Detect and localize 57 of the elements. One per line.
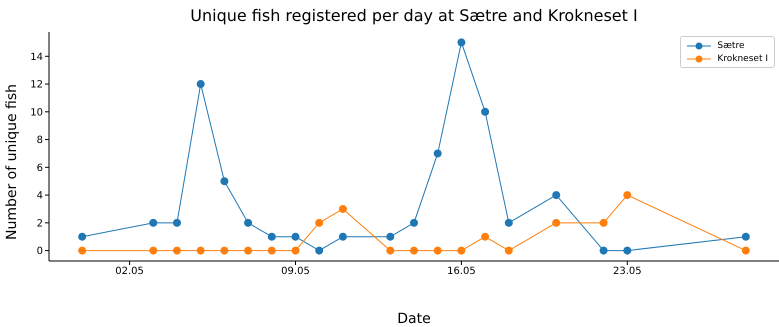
point xyxy=(78,246,86,255)
point xyxy=(410,218,418,227)
x-tick-label: 16.05 xyxy=(447,266,476,278)
y-tick-label: 2 xyxy=(36,218,43,230)
point xyxy=(268,246,276,255)
point xyxy=(78,232,86,241)
point xyxy=(434,149,442,158)
point xyxy=(504,218,513,227)
point xyxy=(434,246,442,255)
point xyxy=(742,246,750,255)
point xyxy=(552,191,560,200)
point xyxy=(172,218,181,227)
point xyxy=(315,218,324,227)
point xyxy=(742,232,750,241)
x-tick-label: 09.05 xyxy=(281,266,310,278)
y-tick-label: 4 xyxy=(36,190,43,202)
point xyxy=(457,246,466,255)
point xyxy=(244,218,252,227)
point xyxy=(291,246,300,255)
point xyxy=(600,246,608,255)
point xyxy=(386,246,394,255)
point xyxy=(481,232,490,241)
point xyxy=(457,38,466,46)
point xyxy=(196,246,205,255)
point xyxy=(196,80,205,88)
y-tick-label: 8 xyxy=(36,135,43,146)
point xyxy=(552,218,560,227)
point xyxy=(481,108,490,116)
y-tick-label: 0 xyxy=(36,246,43,258)
legend-label: Sætre xyxy=(717,40,744,50)
x-tick-label: 23.05 xyxy=(612,266,642,278)
point xyxy=(244,246,252,255)
point xyxy=(623,191,632,200)
point xyxy=(172,246,181,255)
point xyxy=(220,177,228,186)
point xyxy=(291,232,300,241)
y-axis-title: Number of unique fish xyxy=(4,84,20,240)
point xyxy=(220,246,228,255)
chart-title: Unique fish registered per day at Sætre and Krokneset I xyxy=(189,6,639,25)
point xyxy=(338,232,347,241)
point xyxy=(149,218,158,227)
x-axis-title: Date xyxy=(396,311,432,327)
point xyxy=(623,246,632,255)
y-tick-label: 12 xyxy=(30,80,43,91)
x-tick-label: 02.05 xyxy=(115,266,144,278)
point xyxy=(600,218,608,227)
point xyxy=(338,204,347,213)
point xyxy=(149,246,158,255)
point xyxy=(268,232,276,241)
point xyxy=(315,246,324,255)
legend-label: Krokneset I xyxy=(717,54,768,64)
point xyxy=(386,232,394,241)
point xyxy=(504,246,513,255)
y-tick-label: 6 xyxy=(36,162,43,174)
point xyxy=(410,246,418,255)
y-tick-label: 14 xyxy=(30,52,43,63)
y-tick-label: 10 xyxy=(30,107,43,118)
